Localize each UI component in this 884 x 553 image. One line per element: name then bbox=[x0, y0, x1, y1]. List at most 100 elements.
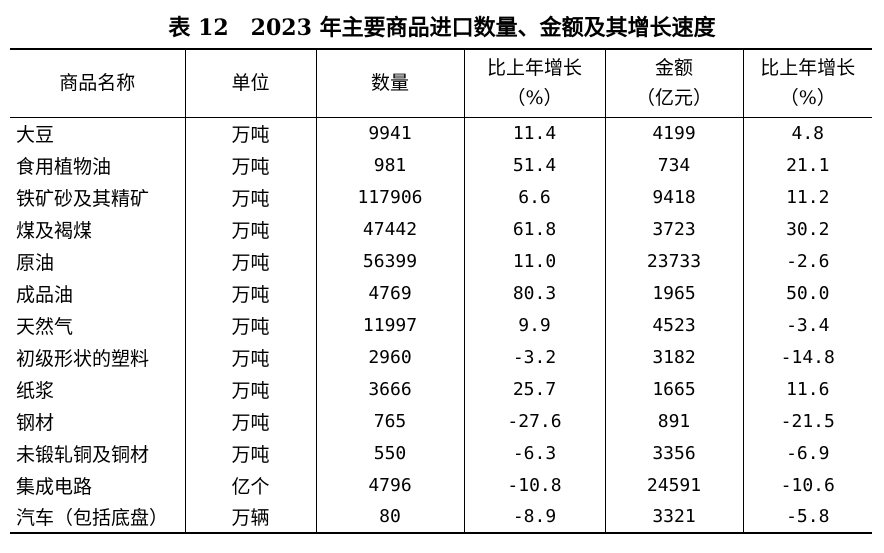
cell-name: 纸浆 bbox=[16, 379, 55, 402]
table-row: 初级形状的塑料 万吨 2960 -3.2 3182 -14.8 bbox=[10, 341, 872, 373]
cell-quantity: 56399 bbox=[315, 245, 464, 277]
cell-qty-growth: 11.4 bbox=[463, 117, 605, 149]
header-amount-line1: 金额 bbox=[654, 57, 693, 80]
cell-amt-growth: 21.1 bbox=[742, 149, 872, 181]
cell-quantity: 117906 bbox=[315, 181, 464, 213]
header-qty-growth: 比上年增长 （%） bbox=[463, 48, 605, 118]
table-row: 未锻轧铜及铜材 万吨 550 -6.3 3356 -6.9 bbox=[10, 437, 872, 469]
cell-quantity: 2960 bbox=[315, 341, 464, 373]
cell-name: 大豆 bbox=[16, 123, 55, 146]
header-amount: 金额 （亿元） bbox=[604, 48, 743, 118]
header-amt-growth: 比上年增长 （%） bbox=[742, 48, 872, 118]
table-body: 大豆 万吨 9941 11.4 4199 4.8 食用植物油 万吨 981 51.4 734 21.1… bbox=[10, 117, 872, 534]
table-row: 原油 万吨 56399 11.0 23733 -2.6 bbox=[10, 245, 872, 277]
cell-quantity: 4796 bbox=[315, 469, 464, 501]
cell-quantity: 4769 bbox=[315, 277, 464, 309]
cell-amount: 1665 bbox=[604, 373, 743, 405]
cell-unit: 万吨 bbox=[184, 117, 316, 149]
header-name: 商品名称 bbox=[10, 48, 185, 118]
header-amt-growth-line2: （%） bbox=[779, 87, 836, 110]
cell-qty-growth: 80.3 bbox=[463, 277, 605, 309]
cell-name: 原油 bbox=[16, 251, 55, 274]
header-amount-line2: （亿元） bbox=[635, 87, 712, 110]
cell-amount: 3321 bbox=[604, 501, 743, 534]
cell-amt-growth: -10.6 bbox=[742, 469, 872, 501]
table-row: 食用植物油 万吨 981 51.4 734 21.1 bbox=[10, 149, 872, 181]
cell-amount: 4523 bbox=[604, 309, 743, 341]
table-row: 煤及褐煤 万吨 47442 61.8 3723 30.2 bbox=[10, 213, 872, 245]
cell-quantity: 765 bbox=[315, 405, 464, 437]
table-row: 汽车（包括底盘） 万辆 80 -8.9 3321 -5.8 bbox=[10, 501, 872, 534]
table-row: 钢材 万吨 765 -27.6 891 -21.5 bbox=[10, 405, 872, 437]
cell-amt-growth: 11.6 bbox=[742, 373, 872, 405]
cell-name: 汽车（包括底盘） bbox=[10, 501, 185, 534]
cell-amt-growth: -6.9 bbox=[742, 437, 872, 469]
cell-amt-growth: 4.8 bbox=[742, 117, 872, 149]
cell-amt-growth: -2.6 bbox=[742, 245, 872, 277]
table-row: 成品油 万吨 4769 80.3 1965 50.0 bbox=[10, 277, 872, 309]
cell-qty-growth: -10.8 bbox=[463, 469, 605, 501]
cell-name: 成品油 bbox=[16, 283, 74, 306]
cell-amount: 3356 bbox=[604, 437, 743, 469]
cell-amount: 734 bbox=[604, 149, 743, 181]
cell-amount: 891 bbox=[604, 405, 743, 437]
cell-name: 集成电路 bbox=[16, 475, 93, 498]
table-title: 表 12 2023 年主要商品进口数量、金额及其增长速度 bbox=[168, 15, 716, 41]
table-row: 集成电路 亿个 4796 -10.8 24591 -10.6 bbox=[10, 469, 872, 501]
cell-qty-growth: -3.2 bbox=[463, 341, 605, 373]
cell-name: 未锻轧铜及铜材 bbox=[16, 443, 150, 466]
cell-qty-growth: -27.6 bbox=[463, 405, 605, 437]
cell-quantity: 11997 bbox=[315, 309, 464, 341]
cell-quantity: 3666 bbox=[315, 373, 464, 405]
cell-unit: 万辆 bbox=[184, 501, 316, 534]
cell-unit: 万吨 bbox=[184, 245, 316, 277]
cell-qty-growth: 11.0 bbox=[463, 245, 605, 277]
header-qty-growth-line2: （%） bbox=[506, 87, 563, 110]
cell-unit: 万吨 bbox=[184, 437, 316, 469]
table-row: 铁矿砂及其精矿 万吨 117906 6.6 9418 11.2 bbox=[10, 181, 872, 213]
cell-name: 煤及褐煤 bbox=[16, 219, 93, 242]
cell-amount: 1965 bbox=[604, 277, 743, 309]
import-table: 商品名称 单位 数量 比上年增长 （%） 金额 （亿元） 比上年增长 （%） 大… bbox=[10, 48, 872, 534]
cell-unit: 亿个 bbox=[184, 469, 316, 501]
cell-amount: 23733 bbox=[604, 245, 743, 277]
header-unit: 单位 bbox=[184, 48, 316, 118]
cell-qty-growth: -6.3 bbox=[463, 437, 605, 469]
cell-name: 钢材 bbox=[16, 411, 55, 434]
cell-amount: 3723 bbox=[604, 213, 743, 245]
cell-amt-growth: 30.2 bbox=[742, 213, 872, 245]
cell-name: 铁矿砂及其精矿 bbox=[16, 187, 150, 210]
cell-unit: 万吨 bbox=[184, 309, 316, 341]
table-row: 天然气 万吨 11997 9.9 4523 -3.4 bbox=[10, 309, 872, 341]
cell-amt-growth: -5.8 bbox=[742, 501, 872, 534]
cell-unit: 万吨 bbox=[184, 277, 316, 309]
cell-quantity: 981 bbox=[315, 149, 464, 181]
cell-quantity: 9941 bbox=[315, 117, 464, 149]
header-amt-growth-line1: 比上年增长 bbox=[760, 57, 856, 80]
cell-amt-growth: -21.5 bbox=[742, 405, 872, 437]
cell-name: 初级形状的塑料 bbox=[16, 347, 150, 370]
cell-qty-growth: 51.4 bbox=[463, 149, 605, 181]
cell-qty-growth: 9.9 bbox=[463, 309, 605, 341]
cell-amt-growth: 50.0 bbox=[742, 277, 872, 309]
cell-name: 食用植物油 bbox=[16, 155, 112, 178]
header-row: 商品名称 单位 数量 比上年增长 （%） 金额 （亿元） 比上年增长 （%） bbox=[10, 48, 872, 118]
cell-amount: 3182 bbox=[604, 341, 743, 373]
cell-qty-growth: -8.9 bbox=[463, 501, 605, 534]
cell-qty-growth: 6.6 bbox=[463, 181, 605, 213]
cell-unit: 万吨 bbox=[184, 341, 316, 373]
cell-name: 天然气 bbox=[16, 315, 74, 338]
header-unit-label: 单位 bbox=[231, 72, 270, 95]
cell-amt-growth: -3.4 bbox=[742, 309, 872, 341]
cell-unit: 万吨 bbox=[184, 213, 316, 245]
cell-amount: 4199 bbox=[604, 117, 743, 149]
cell-quantity: 80 bbox=[315, 501, 464, 534]
cell-amt-growth: -14.8 bbox=[742, 341, 872, 373]
cell-qty-growth: 61.8 bbox=[463, 213, 605, 245]
header-quantity-label: 数量 bbox=[370, 72, 409, 95]
header-quantity: 数量 bbox=[315, 48, 464, 118]
cell-quantity: 47442 bbox=[315, 213, 464, 245]
cell-quantity: 550 bbox=[315, 437, 464, 469]
cell-amount: 9418 bbox=[604, 181, 743, 213]
header-qty-growth-line1: 比上年增长 bbox=[486, 57, 582, 80]
